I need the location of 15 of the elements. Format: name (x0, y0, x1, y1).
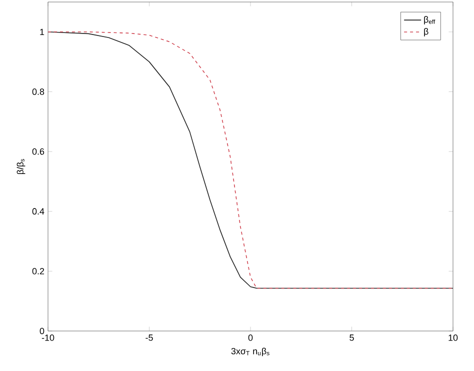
legend-label: β$_{eff}$ (424, 16, 436, 24)
y-tick-label: 0.8 (32, 88, 44, 95)
y-tick-label: 0 (40, 328, 44, 334)
y-tick-label: 0.6 (32, 148, 44, 155)
x-tick-label: -10 (42, 334, 54, 341)
x-tick-label: 0 (248, 334, 253, 341)
y-axis-title: β/β$_{s}$ (16, 159, 26, 174)
x-tick-label: 10 (448, 334, 458, 341)
x-tick-label: 5 (350, 334, 354, 341)
x-tick-label: -5 (146, 334, 153, 341)
x-axis-title: 3xσ$_{T}$ n$_{u}$β$_{s}$ (231, 348, 270, 356)
y-tick-label: 0.4 (32, 208, 44, 215)
legend-label: β (424, 28, 428, 36)
y-tick-label: 1 (40, 28, 44, 35)
y-tick-label: 0.2 (32, 268, 44, 274)
